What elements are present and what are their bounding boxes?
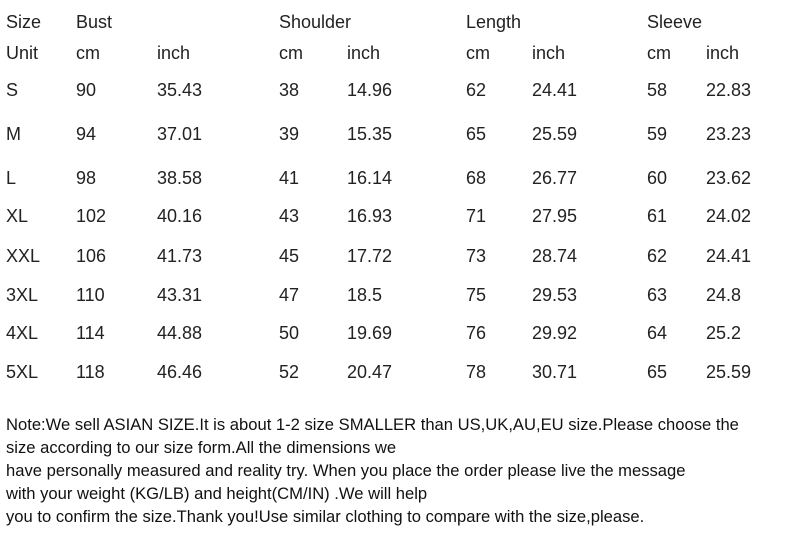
table-cell: 45 [279,246,300,266]
table-cell: L [6,168,17,188]
table-cell: 23.62 [706,168,752,188]
table-cell: 24.02 [706,206,752,226]
table-cell: 28.74 [532,246,578,266]
table-cell: 22.83 [706,80,752,100]
table-cell: 106 [76,246,107,266]
note-line: size according to our size form.All the … [6,438,397,457]
table-cell: M [6,124,21,144]
table-cell: 4XL [6,323,39,343]
table-cell: 78 [466,362,487,382]
unit-cell: cm [76,43,100,63]
table-cell: 110 [76,285,105,305]
table-cell: 43.31 [157,285,203,305]
table-cell: 15.35 [347,124,393,144]
table-cell: 46.46 [157,362,203,382]
table-cell: 58 [647,80,668,100]
table-cell: 24.41 [706,246,752,266]
table-cell: 38.58 [157,168,203,188]
table-cell: 41.73 [157,246,203,266]
table-cell: 63 [647,285,668,305]
table-cell: 40.16 [157,206,203,226]
table-cell: 37.01 [157,124,203,144]
unit-cell: cm [466,43,490,63]
table-cell: 29.92 [532,323,578,343]
table-cell: 102 [76,206,107,226]
unit-cell: cm [647,43,671,63]
table-cell: 62 [466,80,487,100]
table-cell: XXL [6,246,41,266]
table-cell: 30.71 [532,362,578,382]
table-cell: 20.47 [347,362,393,382]
table-cell: 50 [279,323,300,343]
table-cell: 23.23 [706,124,752,144]
table-cell: 44.88 [157,323,203,343]
table-cell: 41 [279,168,300,188]
header-cell: Bust [76,12,113,32]
table-cell: 16.93 [347,206,393,226]
note-line: have personally measured and reality try… [6,461,686,480]
note-line: Note:We sell ASIAN SIZE.It is about 1-2 … [6,415,739,434]
table-cell: 76 [466,323,487,343]
table-cell: 38 [279,80,300,100]
table-cell: 18.5 [347,285,383,305]
table-cell: 14.96 [347,80,393,100]
table-cell: 24.8 [706,285,742,305]
note-line: with your weight (KG/LB) and height(CM/I… [6,484,428,503]
header-cell: Sleeve [647,12,703,32]
table-cell: 94 [76,124,97,144]
header-cell: Size [6,12,42,32]
table-cell: 3XL [6,285,39,305]
unit-cell: Unit [6,43,39,63]
table-cell: 118 [76,362,105,382]
table-cell: 71 [466,206,487,226]
table-cell: 73 [466,246,487,266]
table-cell: 52 [279,362,300,382]
unit-cell: cm [279,43,303,63]
table-cell: 90 [76,80,97,100]
header-cell: Length [466,12,522,32]
unit-cell: inch [157,43,191,63]
table-cell: 47 [279,285,300,305]
table-cell: 25.2 [706,323,742,343]
table-cell: 61 [647,206,668,226]
table-cell: 114 [76,323,105,343]
table-cell: 59 [647,124,668,144]
table-cell: 65 [466,124,487,144]
table-cell: 17.72 [347,246,393,266]
table-cell: 26.77 [532,168,578,188]
table-cell: 24.41 [532,80,578,100]
unit-cell: inch [347,43,381,63]
table-cell: 19.69 [347,323,393,343]
table-cell: 25.59 [706,362,752,382]
table-cell: XL [6,206,29,226]
unit-cell: inch [532,43,566,63]
table-cell: 62 [647,246,668,266]
table-cell: 25.59 [532,124,578,144]
table-cell: 64 [647,323,668,343]
table-cell: 60 [647,168,668,188]
table-cell: 43 [279,206,300,226]
table-cell: 75 [466,285,487,305]
note-line: you to confirm the size.Thank you!Use si… [6,507,645,526]
table-cell: 39 [279,124,300,144]
table-cell: 29.53 [532,285,578,305]
table-cell: 65 [647,362,668,382]
table-cell: S [6,80,19,100]
table-cell: 27.95 [532,206,578,226]
unit-cell: inch [706,43,740,63]
table-cell: 5XL [6,362,39,382]
table-cell: 35.43 [157,80,203,100]
header-cell: Shoulder [279,12,352,32]
table-cell: 68 [466,168,487,188]
table-cell: 98 [76,168,97,188]
table-cell: 16.14 [347,168,393,188]
